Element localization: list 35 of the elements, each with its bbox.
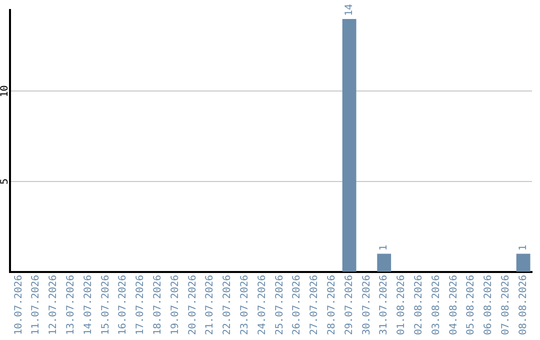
x-tick-label: 29.07.2026 [344, 274, 355, 336]
data-label: 1 [378, 244, 390, 251]
x-tick-label: 13.07.2026 [65, 274, 76, 336]
x-tick-label: 11.07.2026 [30, 274, 42, 336]
x-tick-label: 21.07.2026 [204, 274, 216, 336]
x-tick-label: 31.07.2026 [378, 274, 390, 336]
x-tick-label: 04.08.2026 [448, 274, 460, 336]
x-tick-label: 01.08.2026 [396, 274, 408, 336]
data-label: 1 [518, 244, 529, 251]
x-tick-label: 14.07.2026 [82, 274, 94, 336]
x-tick-label: 10.07.2026 [13, 274, 24, 336]
x-tick-label: 06.08.2026 [483, 274, 494, 336]
x-tick-label: 05.08.2026 [466, 274, 477, 336]
x-tick-label: 19.07.2026 [170, 274, 181, 336]
x-tick-label: 26.07.2026 [292, 274, 303, 336]
x-tick-label: 23.07.2026 [239, 274, 250, 336]
x-tick-label: 18.07.2026 [152, 274, 164, 336]
x-tick-label: 30.07.2026 [361, 274, 372, 336]
y-tick-label: 10 [0, 85, 11, 98]
x-tick-label: 25.07.2026 [274, 274, 286, 336]
x-tick-label: 17.07.2026 [135, 274, 146, 336]
x-tick-label: 08.08.2026 [518, 274, 529, 336]
x-tick-label: 02.08.2026 [413, 274, 424, 336]
data-label: 14 [344, 4, 355, 16]
x-tick-label: 16.07.2026 [118, 274, 129, 336]
x-tick-label: 15.07.2026 [100, 274, 112, 336]
x-tick-label: 20.07.2026 [187, 274, 198, 336]
x-tick-label: 24.07.2026 [256, 274, 268, 336]
x-tick-label: 07.08.2026 [500, 274, 512, 336]
x-tick-label: 12.07.2026 [48, 274, 60, 336]
x-tick-label: 28.07.2026 [326, 274, 338, 336]
x-tick-label: 03.08.2026 [430, 274, 442, 336]
x-tick-label: 22.07.2026 [222, 274, 234, 336]
y-tick-label: 5 [0, 178, 11, 185]
x-tick-label: 27.07.2026 [309, 274, 320, 336]
